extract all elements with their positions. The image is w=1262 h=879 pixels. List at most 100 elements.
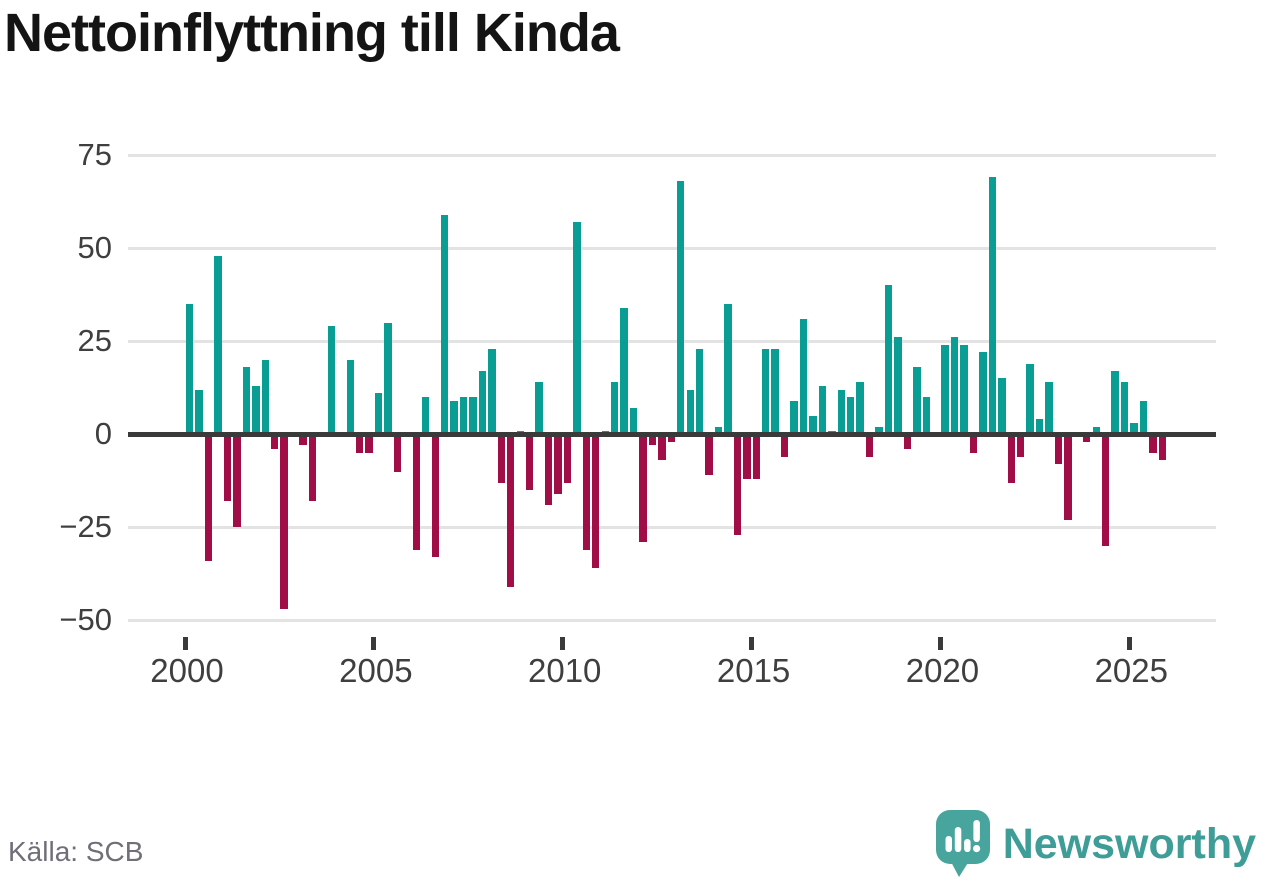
bar-2025-q2 — [1139, 400, 1148, 435]
bar-2024-q2 — [1101, 434, 1110, 546]
newsworthy-logo-icon — [935, 810, 990, 877]
bar-2010-q4 — [592, 434, 600, 569]
bar-2003-q4 — [327, 326, 336, 435]
bar-2022-q2 — [1026, 363, 1034, 435]
bar-2001-q2 — [233, 434, 241, 528]
bar-2011-q2 — [610, 382, 619, 435]
x-axis-tick-2025 — [1126, 637, 1132, 650]
bar-2018-q2 — [875, 426, 883, 435]
bar-2006-q2 — [422, 397, 430, 435]
bar-2002-q3 — [280, 434, 288, 610]
bar-2023-q1 — [1054, 434, 1063, 465]
y-axis-label-25: 25 — [77, 323, 112, 359]
bar-2021-q2 — [988, 177, 997, 435]
bar-2004-q3 — [355, 434, 364, 453]
y-axis-label-75: 75 — [77, 137, 112, 172]
bar-2023-q4 — [1083, 434, 1091, 442]
bar-2020-q3 — [960, 344, 968, 435]
bar-2021-q1 — [979, 352, 987, 435]
y-axis-label-50: 50 — [77, 230, 112, 266]
y-axis-label--50: −50 — [59, 602, 112, 638]
source-note: Källa: SCB — [8, 836, 144, 867]
bar-2010-q1 — [563, 434, 572, 483]
bar-2010-q3 — [582, 434, 591, 550]
gridline--25 — [128, 525, 1216, 529]
x-axis-label-2000: 2000 — [150, 652, 224, 689]
bar-2005-q3 — [393, 434, 402, 472]
bar-2022-q3 — [1035, 419, 1044, 435]
x-axis-label-2010: 2010 — [528, 652, 602, 689]
bar-2024-q3 — [1111, 370, 1119, 435]
bar-2016-q2 — [799, 318, 808, 435]
bar-2013-q1 — [677, 181, 685, 435]
bar-2000-q1 — [186, 303, 194, 435]
bar-2003-q2 — [308, 434, 317, 502]
bar-2020-q2 — [950, 337, 959, 435]
bar-2021-q3 — [998, 378, 1006, 435]
bar-2011-q3 — [620, 307, 628, 435]
bar-2004-q4 — [365, 434, 373, 453]
bar-2014-q1 — [714, 426, 723, 435]
bar-2017-q3 — [847, 397, 855, 435]
bar-2023-q2 — [1064, 434, 1072, 520]
bar-2019-q2 — [913, 367, 921, 435]
x-axis-label-2015: 2015 — [716, 652, 791, 689]
zero-axis-line — [128, 431, 1216, 437]
bar-2017-q4 — [856, 382, 864, 435]
gridline-50 — [128, 246, 1216, 250]
bar-2007-q4 — [478, 370, 487, 435]
bar-2012-q3 — [658, 434, 666, 461]
bar-2002-q2 — [271, 434, 279, 450]
x-axis-label-2005: 2005 — [339, 652, 413, 689]
bar-2001-q1 — [223, 434, 232, 502]
bar-2010-q2 — [573, 222, 581, 435]
bar-2020-q1 — [941, 344, 949, 435]
bar-2001-q4 — [252, 385, 260, 435]
bar-2025-q1 — [1130, 423, 1138, 435]
bar-2000-q2 — [195, 389, 203, 435]
bar-2012-q2 — [648, 434, 657, 446]
gridline--50 — [128, 618, 1216, 622]
newsworthy-wordmark: Newsworthy — [1002, 819, 1256, 868]
bar-2005-q1 — [374, 393, 383, 435]
bar-2012-q1 — [639, 434, 647, 543]
bar-2024-q4 — [1120, 382, 1129, 435]
bar-2024-q1 — [1092, 426, 1100, 435]
bar-2015-q1 — [752, 434, 760, 479]
bar-2015-q4 — [780, 434, 789, 457]
y-axis-label-0: 0 — [94, 416, 112, 452]
gridline-25 — [128, 339, 1216, 343]
bar-2008-q2 — [497, 434, 506, 483]
bar-2014-q2 — [724, 303, 732, 435]
bar-2009-q1 — [525, 434, 534, 491]
bar-2003-q1 — [299, 434, 307, 446]
bar-2007-q3 — [469, 397, 477, 435]
bar-2019-q1 — [903, 434, 912, 450]
bar-2022-q4 — [1045, 382, 1053, 435]
bar-2025-q4 — [1158, 434, 1167, 461]
bar-2014-q3 — [733, 434, 742, 535]
bar-2009-q4 — [554, 434, 562, 494]
bar-2021-q4 — [1007, 434, 1015, 483]
bar-2000-q3 — [204, 434, 213, 561]
bar-2005-q2 — [384, 322, 392, 435]
bar-2004-q2 — [346, 359, 354, 435]
bar-2007-q2 — [459, 397, 468, 435]
bar-2016-q1 — [790, 400, 798, 435]
bar-2007-q1 — [450, 400, 458, 435]
bar-2008-q3 — [507, 434, 515, 587]
bar-2013-q2 — [686, 389, 694, 435]
bar-2006-q1 — [412, 434, 421, 550]
bar-2006-q3 — [431, 434, 439, 558]
bar-2015-q3 — [771, 348, 779, 435]
y-axis-label--25: −25 — [59, 509, 112, 545]
x-axis-tick-2000 — [182, 637, 188, 650]
bar-2018-q4 — [894, 337, 902, 435]
x-axis-tick-2020 — [937, 637, 943, 650]
bar-2012-q4 — [667, 434, 675, 442]
bar-2013-q3 — [695, 348, 704, 435]
bar-2009-q3 — [544, 434, 553, 506]
bar-2011-q4 — [629, 408, 638, 435]
x-axis-label-2020: 2020 — [905, 652, 980, 689]
